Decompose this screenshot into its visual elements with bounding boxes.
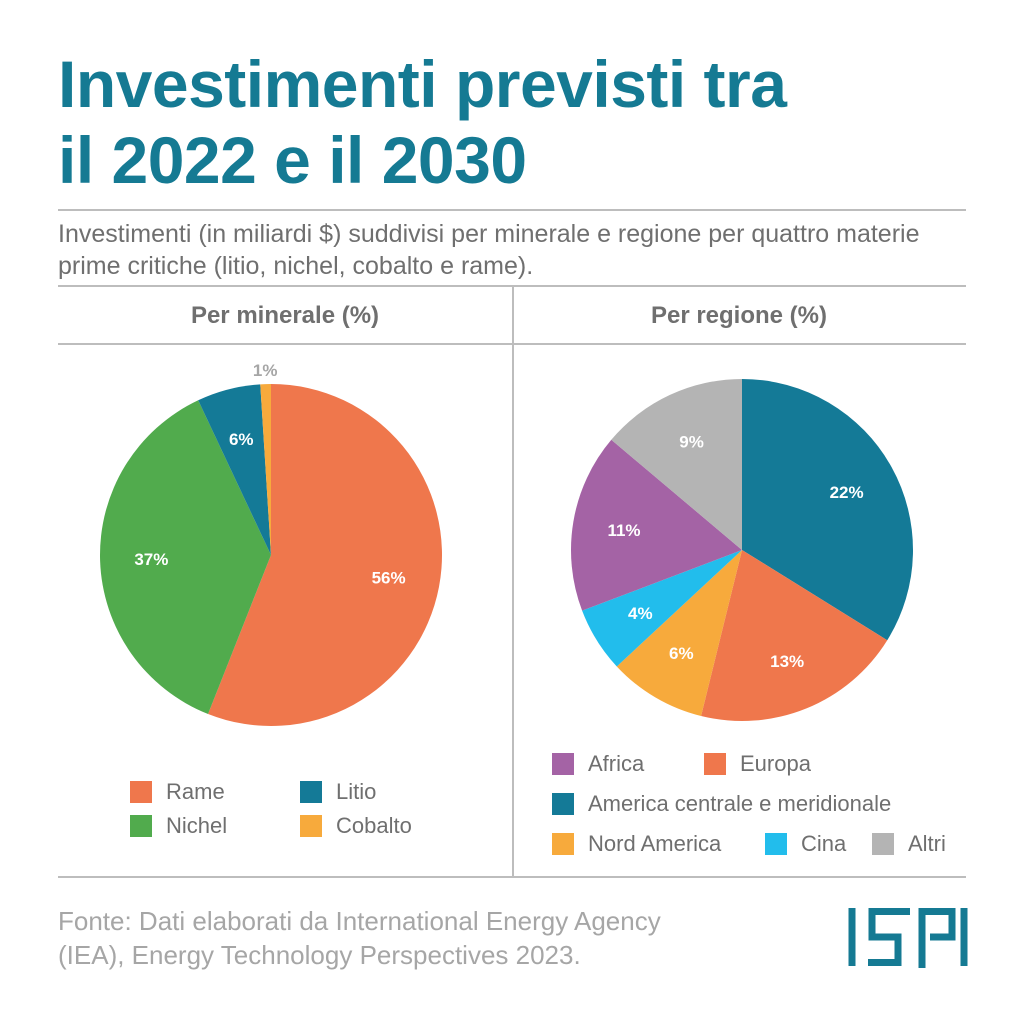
legend-label: Cina: [801, 831, 847, 856]
pie-slice-nord-america: [616, 550, 742, 717]
legend-swatch: [300, 815, 322, 837]
pie-slice-cina: [582, 550, 742, 667]
legend-label: Nord America: [588, 831, 722, 856]
legend-label: Rame: [166, 779, 225, 804]
pie-slice-altri: [611, 379, 742, 550]
legend-cina: Cina: [765, 831, 846, 857]
legend-label: America centrale e meridionale: [588, 791, 892, 816]
title-line-1: Investimenti previsti tra: [58, 47, 787, 121]
legend-europa: Europa: [704, 751, 811, 777]
legend-swatch: [704, 753, 726, 775]
ispi-logo: [848, 908, 968, 968]
pie-slice-nichel: [100, 400, 271, 714]
data-label: 6%: [229, 430, 254, 449]
legend-africa: Africa: [552, 751, 644, 777]
data-label: 22%: [830, 483, 864, 502]
chart-title-region: Per regione (%): [650, 302, 828, 329]
data-label: 4%: [628, 604, 653, 623]
panel-divider: [512, 285, 514, 877]
title-line-2: il 2022 e il 2030: [58, 123, 527, 197]
pie-slice-cobalto: [260, 384, 271, 555]
data-label: 11%: [607, 521, 640, 540]
pie-slice-africa: [571, 439, 742, 611]
pie-slice-rame: [208, 383, 443, 727]
pie-slice-america-centrale-e-meridionale: [742, 379, 913, 641]
legend-label: Altri: [908, 831, 946, 856]
data-label: 6%: [669, 644, 694, 663]
subtitle: Investimenti (in miliardi $) suddivisi p…: [58, 220, 920, 280]
pie-slice-europa: [701, 550, 888, 721]
legend-swatch: [130, 815, 152, 837]
data-label: 1%: [253, 361, 278, 380]
legend-cobalto: Cobalto: [300, 813, 412, 839]
legend-swatch: [130, 781, 152, 803]
page-title: Investimenti previsti tra il 2022 e il 2…: [58, 46, 787, 198]
legend-swatch: [552, 833, 574, 855]
legend-swatch: [552, 753, 574, 775]
legend-label: Litio: [336, 779, 377, 804]
legend-swatch: [872, 833, 894, 855]
data-label: 56%: [372, 568, 406, 587]
legend-rame: Rame: [130, 779, 225, 805]
legend-swatch: [552, 793, 574, 815]
legend-america-centrale: America centrale e meridionale: [552, 791, 891, 817]
divider: [58, 209, 966, 211]
legend-label: Cobalto: [336, 813, 412, 838]
chart-title-mineral: Per minerale (%): [190, 302, 380, 329]
source-line-1: Fonte: Dati elaborati da International E…: [58, 906, 661, 936]
legend-label: Europa: [740, 751, 811, 776]
legend-label: Nichel: [166, 813, 228, 838]
legend-label: Africa: [588, 751, 645, 776]
legend-swatch: [765, 833, 787, 855]
data-label: 9%: [679, 432, 704, 451]
legend-litio: Litio: [300, 779, 376, 805]
legend-altri: Altri: [872, 831, 946, 857]
legend-swatch: [300, 781, 322, 803]
source-note: Fonte: Dati elaborati da International E…: [58, 904, 661, 972]
pie-slice-litio: [198, 384, 271, 555]
data-label: 13%: [770, 652, 804, 671]
legend-nord-america: Nord America: [552, 831, 721, 857]
source-line-2: (IEA), Energy Technology Perspectives 20…: [58, 940, 581, 970]
legend-nichel: Nichel: [130, 813, 227, 839]
divider: [58, 876, 966, 878]
data-label: 37%: [134, 550, 168, 569]
